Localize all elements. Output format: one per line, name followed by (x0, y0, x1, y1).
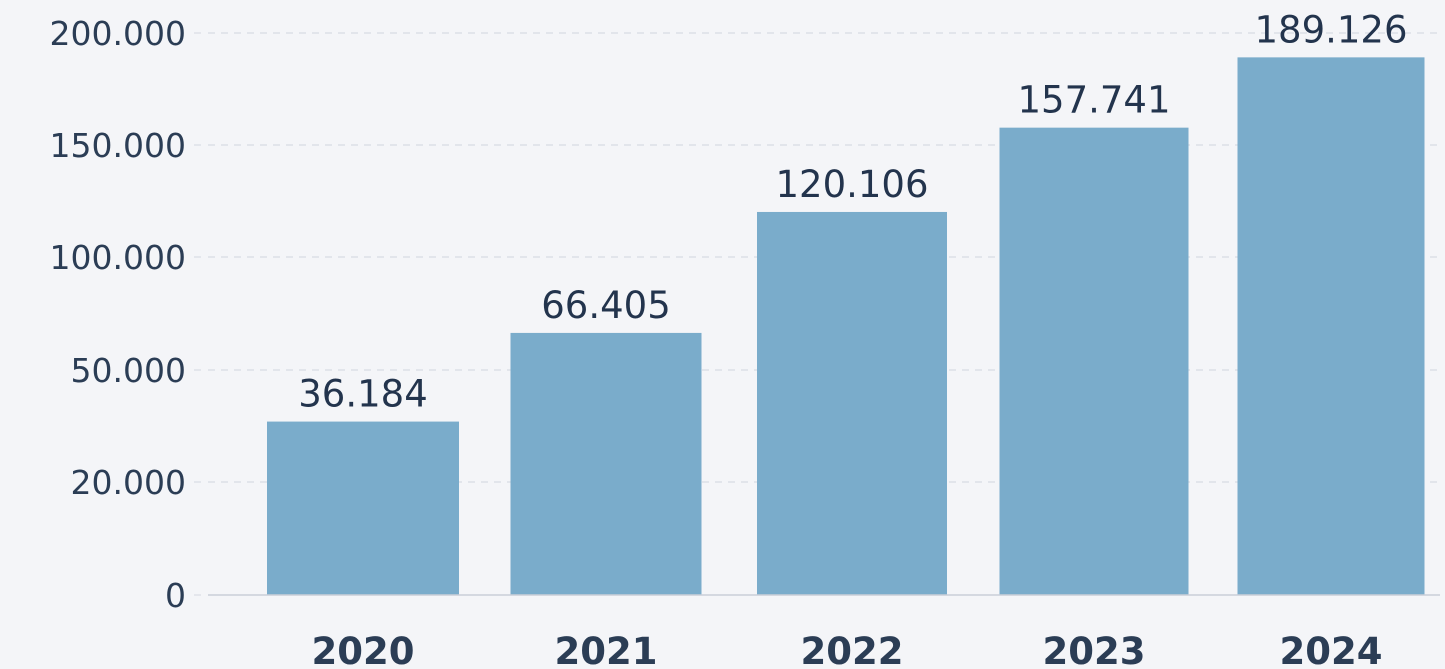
bar-value-labels: 36.184 66.405 120.106 157.741 189.126 (298, 8, 1407, 415)
y-tick-label: 20.000 (71, 463, 186, 502)
x-category-label-2022: 2022 (801, 630, 904, 669)
bar-2022 (757, 211, 947, 595)
bar-2021 (510, 332, 702, 595)
y-tick-label: 100.000 (50, 238, 186, 277)
y-tick-label: 50.000 (71, 351, 186, 390)
x-axis-category-labels: 2020 2021 2022 2023 2024 (312, 630, 1383, 669)
bar-2020 (267, 421, 459, 595)
x-category-label-2023: 2023 (1043, 630, 1146, 669)
y-axis-tick-labels: 0 20.000 50.000 100.000 150.000 200.000 (50, 14, 186, 615)
value-label-2020: 36.184 (298, 373, 427, 416)
value-label-2022: 120.106 (775, 163, 928, 206)
bar-2023 (999, 127, 1189, 595)
x-category-label-2020: 2020 (312, 630, 415, 669)
value-label-2021: 66.405 (541, 284, 670, 327)
value-label-2024: 189.126 (1254, 8, 1407, 51)
y-tick-label: 150.000 (50, 126, 186, 165)
value-label-2023: 157.741 (1017, 79, 1170, 122)
y-tick-label: 0 (165, 576, 186, 615)
bar-2024 (1237, 57, 1425, 595)
x-category-label-2021: 2021 (555, 630, 658, 669)
y-tick-label: 200.000 (50, 14, 186, 53)
bars (267, 57, 1425, 595)
x-category-label-2024: 2024 (1280, 630, 1383, 669)
